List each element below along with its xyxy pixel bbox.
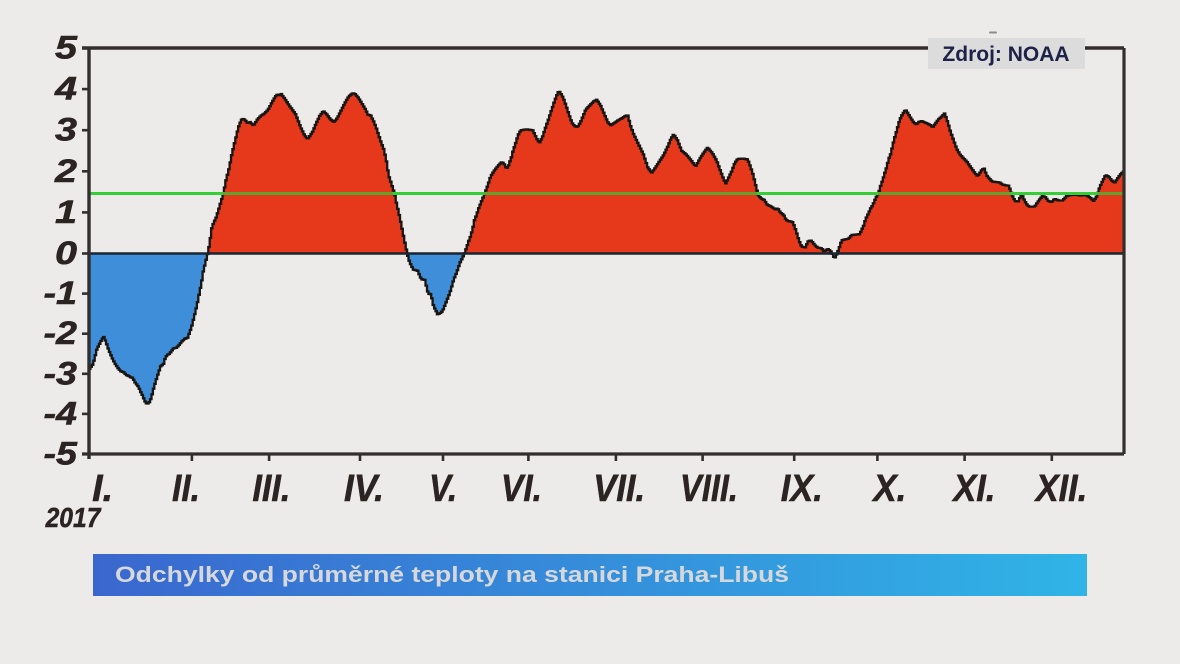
svg-text:3: 3 bbox=[55, 112, 77, 148]
svg-text:2017: 2017 bbox=[45, 502, 102, 534]
svg-text:Zdroj: NOAA: Zdroj: NOAA bbox=[942, 43, 1069, 66]
svg-text:-5: -5 bbox=[44, 436, 79, 472]
svg-text:0: 0 bbox=[55, 235, 77, 271]
svg-text:VIII.: VIII. bbox=[680, 468, 738, 510]
svg-text:1: 1 bbox=[55, 194, 77, 230]
svg-text:-3: -3 bbox=[44, 355, 78, 391]
svg-text:XI.: XI. bbox=[952, 468, 996, 510]
svg-text:IX.: IX. bbox=[781, 468, 823, 510]
svg-text:-1: -1 bbox=[44, 275, 78, 311]
svg-text:II.: II. bbox=[172, 468, 200, 510]
svg-text:XII.: XII. bbox=[1034, 468, 1087, 510]
svg-text:-2: -2 bbox=[44, 315, 78, 351]
svg-text:Odchylky od průměrné teploty n: Odchylky od průměrné teploty na stanici … bbox=[115, 562, 789, 587]
svg-text:VII.: VII. bbox=[593, 468, 645, 510]
svg-text:III.: III. bbox=[252, 468, 290, 510]
svg-text:5: 5 bbox=[55, 30, 78, 66]
svg-text:VI.: VI. bbox=[501, 468, 542, 510]
svg-text:-4: -4 bbox=[44, 395, 78, 431]
svg-text:IV.: IV. bbox=[344, 468, 384, 510]
svg-text:X.: X. bbox=[872, 468, 907, 510]
svg-text:I.: I. bbox=[92, 468, 113, 510]
svg-text:4: 4 bbox=[54, 71, 77, 107]
svg-text:V.: V. bbox=[429, 468, 457, 510]
svg-text:2: 2 bbox=[54, 153, 77, 189]
